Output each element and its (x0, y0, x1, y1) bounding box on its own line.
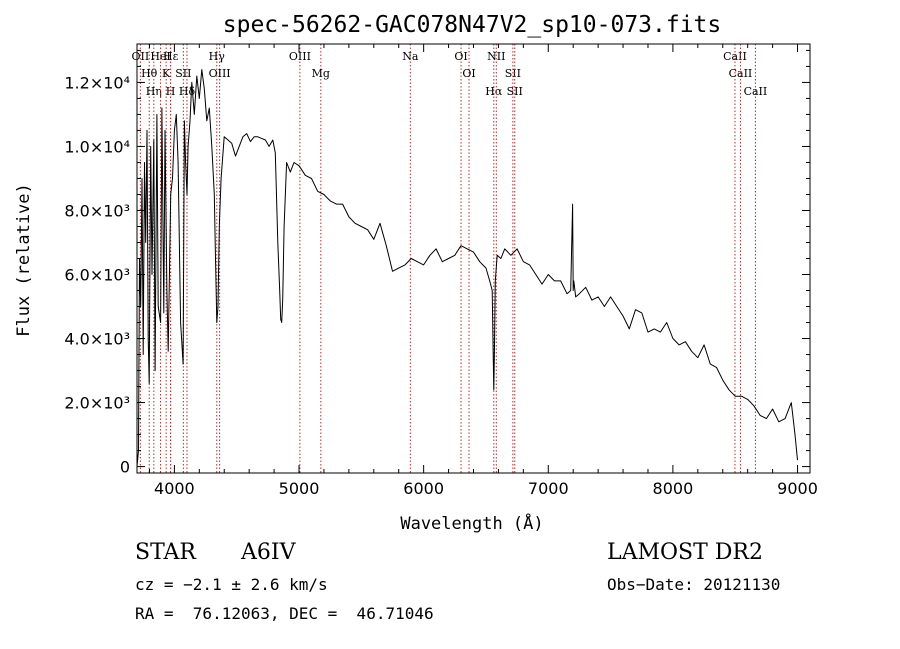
line-marker-label: SII (505, 67, 521, 80)
y-tick-label: 4.0×10³ (64, 330, 130, 349)
line-marker-label: OI (462, 67, 475, 80)
spectrum-curve-layer (136, 69, 798, 467)
x-tick-label: 9000 (777, 479, 818, 498)
y-tick-label: 1.2×10⁴ (64, 73, 130, 92)
object-type: STAR (135, 540, 196, 565)
y-tick-label: 6.0×10³ (64, 266, 130, 285)
line-marker-label: Hθ (141, 67, 158, 80)
y-tick-label: 1.0×10⁴ (64, 137, 130, 156)
line-marker-label: Na (402, 50, 419, 63)
object-subclass: A6IV (241, 540, 296, 565)
line-marker-label: OI (454, 50, 467, 63)
line-marker-label: Hη (146, 85, 162, 98)
line-marker-label: Hε (163, 50, 179, 63)
spectrum-line-0 (136, 69, 798, 467)
x-tick-label: 8000 (653, 479, 694, 498)
redshift-cz: cz = −2.1 ± 2.6 km/s (135, 575, 328, 594)
chart-title: spec-56262-GAC078N47V2_sp10-073.fits (223, 12, 722, 38)
line-marker-label: Mg (312, 67, 330, 80)
observation-date: Obs−Date: 20121130 (607, 575, 781, 594)
x-tick-label: 6000 (403, 479, 444, 498)
coordinates: RA = 76.12063, DEC = 46.71046 (135, 604, 434, 623)
line-marker-label: CaII (729, 67, 753, 80)
line-marker-label: NII (487, 50, 505, 63)
line-marker-label: CaII (744, 85, 768, 98)
x-axis-label: Wavelength (Å) (400, 512, 543, 534)
y-tick-label: 0 (120, 458, 130, 477)
line-marker-label: Hγ (209, 50, 226, 63)
x-tick-label: 7000 (528, 479, 569, 498)
plot-frame (136, 43, 811, 474)
line-marker-label: OIII (289, 50, 311, 63)
x-tick-label: 4000 (154, 479, 195, 498)
survey-name: LAMOST DR2 (607, 540, 763, 565)
line-marker-label: OII (132, 50, 150, 63)
line-marker-label: CaII (723, 50, 747, 63)
axis-layer: 4000 5000 6000 7000 8000 9000 0 2.0×10³ 4.0×10³ 6… (64, 44, 818, 498)
line-marker-label: HeI (150, 50, 170, 63)
line-marker-label: SII (507, 85, 523, 98)
line-marker-label: Hα (485, 85, 503, 98)
line-marker-label: SII (175, 67, 191, 80)
line-marker-label: K (162, 67, 171, 80)
line-marker-label: H (166, 85, 176, 98)
line-marker-label: OIII (209, 67, 231, 80)
y-tick-label: 2.0×10³ (64, 394, 130, 413)
y-tick-label: 8.0×10³ (64, 201, 130, 220)
y-axis-label: Flux (relative) (14, 183, 34, 337)
x-tick-label: 5000 (279, 479, 320, 498)
